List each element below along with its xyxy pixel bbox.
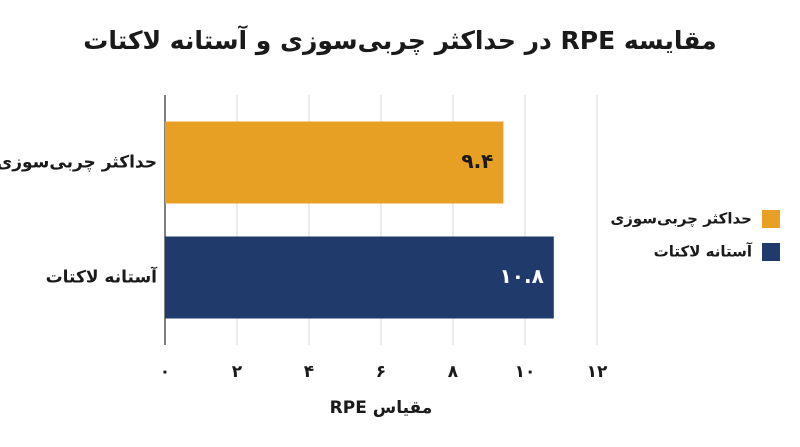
legend-label: آستانه لاکتات — [654, 243, 753, 261]
x-tick-label: ۱۲ — [587, 362, 608, 382]
bar — [165, 236, 554, 319]
y-tick-label: حداکثر چربی‌سوزی — [0, 153, 157, 173]
x-axis-label: مقیاس RPE — [330, 398, 433, 418]
x-tick-label: ۸ — [448, 362, 459, 382]
legend-label: حداکثر چربی‌سوزی — [610, 210, 752, 229]
value-label: ۹.۴ — [461, 149, 493, 173]
x-tick-label: ۲ — [232, 362, 243, 382]
chart-title: مقایسه RPE در حداکثر چربی‌سوزی و آستانه … — [83, 25, 717, 56]
value-label: ۱۰.۸ — [500, 264, 544, 288]
legend-swatch — [762, 210, 780, 228]
x-tick-label: ۱۰ — [515, 362, 536, 382]
x-tick-label: ۶ — [376, 362, 386, 382]
x-tick-label: ۴ — [304, 362, 314, 382]
legend-swatch — [762, 243, 780, 261]
x-tick-label: ۰ — [160, 362, 170, 382]
y-tick-label: آستانه لاکتات — [46, 266, 159, 288]
bar — [165, 121, 504, 204]
